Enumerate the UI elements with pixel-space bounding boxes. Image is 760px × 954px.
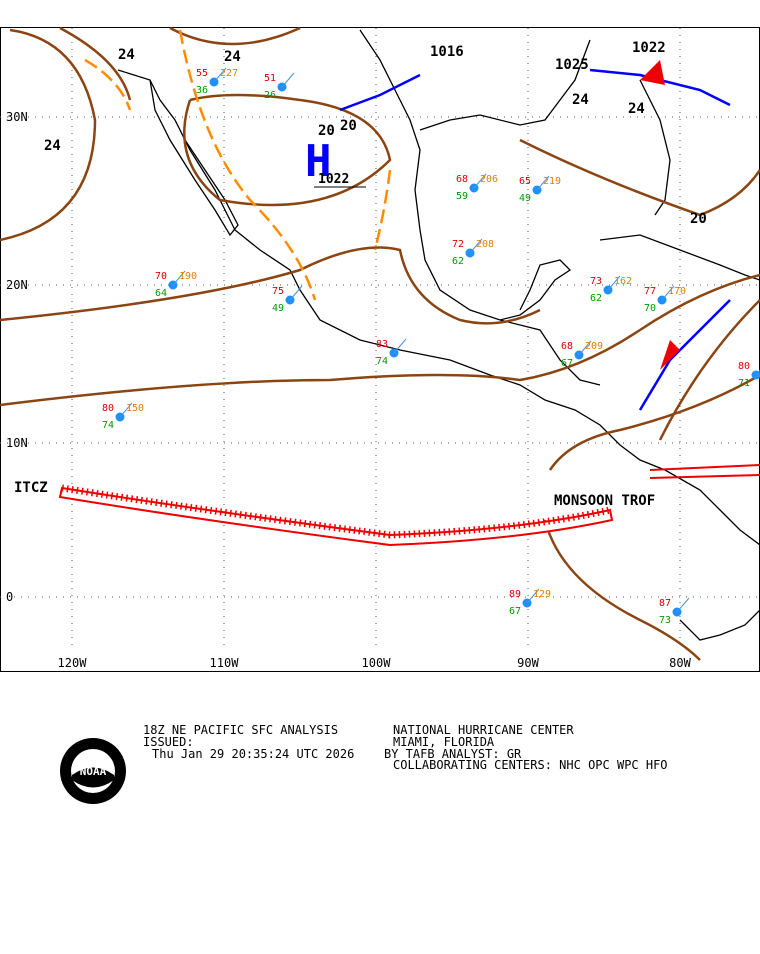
wind-barb [676,597,690,613]
station-temp: 89 [509,589,521,600]
high-symbol: H [305,136,332,187]
station-temp: 80 [738,361,750,372]
footer-title: 18Z NE PACIFIC SFC ANALYSIS [143,723,338,737]
lon-label: 110W [210,656,240,670]
station-temp: 87 [659,598,671,609]
wind-barb [213,67,227,83]
station-temp: 68 [561,341,573,352]
station-dew: 49 [272,303,284,314]
station-temp: 75 [272,286,284,297]
isobar-label: 24 [44,138,61,154]
station-pressure: 227 [220,68,238,79]
station-temp: 80 [102,403,114,414]
isobar-label: 1022 [632,40,666,56]
footer-location: MIAMI, FLORIDA [393,735,495,749]
wind-barb [661,285,675,301]
footer-issued: ISSUED: [143,735,194,749]
lat-label: 0 [6,590,13,604]
station-pressure: 208 [476,239,494,250]
wind-barb [607,275,621,291]
station-dew: 62 [452,256,464,267]
isobar-label: 1016 [430,44,464,60]
station-pressure: 190 [179,271,197,282]
station-dew: 62 [590,293,602,304]
wind-barb [119,402,133,418]
isobar-label: 20 [340,118,357,134]
lon-label: 100W [362,656,392,670]
station-dew: 67 [561,358,573,369]
station-pressure: 162 [614,276,632,287]
wind-barb [172,270,186,286]
station-dew: 59 [456,191,468,202]
wind-barb [281,72,295,88]
station-dew: 36 [196,85,208,96]
station-dew: 74 [376,356,388,367]
noaa-logo [60,738,126,804]
wind-barb [289,285,303,301]
lon-label: 90W [517,656,539,670]
station-pressure: 206 [480,174,498,185]
wind-barb [526,588,540,604]
station-dew: 64 [155,288,167,299]
wind-barb [469,238,483,254]
footer-timestamp: Thu Jan 29 20:35:24 UTC 2026 [152,747,354,761]
feature-label: MONSOON TROF [554,493,655,509]
wind-barb [536,175,550,191]
isobar-label: 20 [318,123,335,139]
lon-label: 120W [58,656,88,670]
isobar-label: 24 [628,101,645,117]
footer-center: NATIONAL HURRICANE CENTER [393,723,574,737]
feature-label: ITCZ [14,480,48,496]
station-temp: 83 [376,339,388,350]
station-temp: 70 [155,271,167,282]
station-pressure: 219 [543,176,561,187]
wind-barb [393,338,407,354]
station-temp: 68 [456,174,468,185]
high-pressure: 1022 [318,172,349,187]
station-temp: 73 [590,276,602,287]
logo-text: NOAA [80,765,107,778]
station-pressure: 129 [533,589,551,600]
isobar-label: 24 [118,47,135,63]
station-temp: 65 [519,176,531,187]
station-dew: 73 [659,615,671,626]
station-temp: 51 [264,73,276,84]
isobar-label: 1025 [555,57,589,73]
isobar-label: 20 [690,211,707,227]
wind-barb [578,340,592,356]
isobar-label: 24 [572,92,589,108]
station-dew: 26 [264,90,276,101]
footer-analyst: BY TAFB ANALYST: GR [384,747,522,761]
lon-label: 80W [669,656,691,670]
station-pressure: 150 [126,403,144,414]
station-dew: 67 [509,606,521,617]
station-pressure: 170 [668,286,686,297]
lat-label: 10N [6,436,28,450]
wind-barb [473,173,487,189]
station-temp: 72 [452,239,464,250]
station-dew: 70 [644,303,656,314]
station-dew: 71 [738,378,750,389]
station-dew: 49 [519,193,531,204]
footer-collaborating: COLLABORATING CENTERS: NHC OPC WPC HFO [393,758,668,772]
map-frame [0,26,760,672]
station-temp: 55 [196,68,208,79]
itcz-band [58,464,760,547]
station-pressure: 209 [585,341,603,352]
lat-label: 30N [6,110,28,124]
wind-barb [755,369,760,376]
lat-label: 20N [6,278,28,292]
isobar-label: 24 [224,49,241,65]
station-dew: 74 [102,420,114,431]
station-temp: 77 [644,286,656,297]
